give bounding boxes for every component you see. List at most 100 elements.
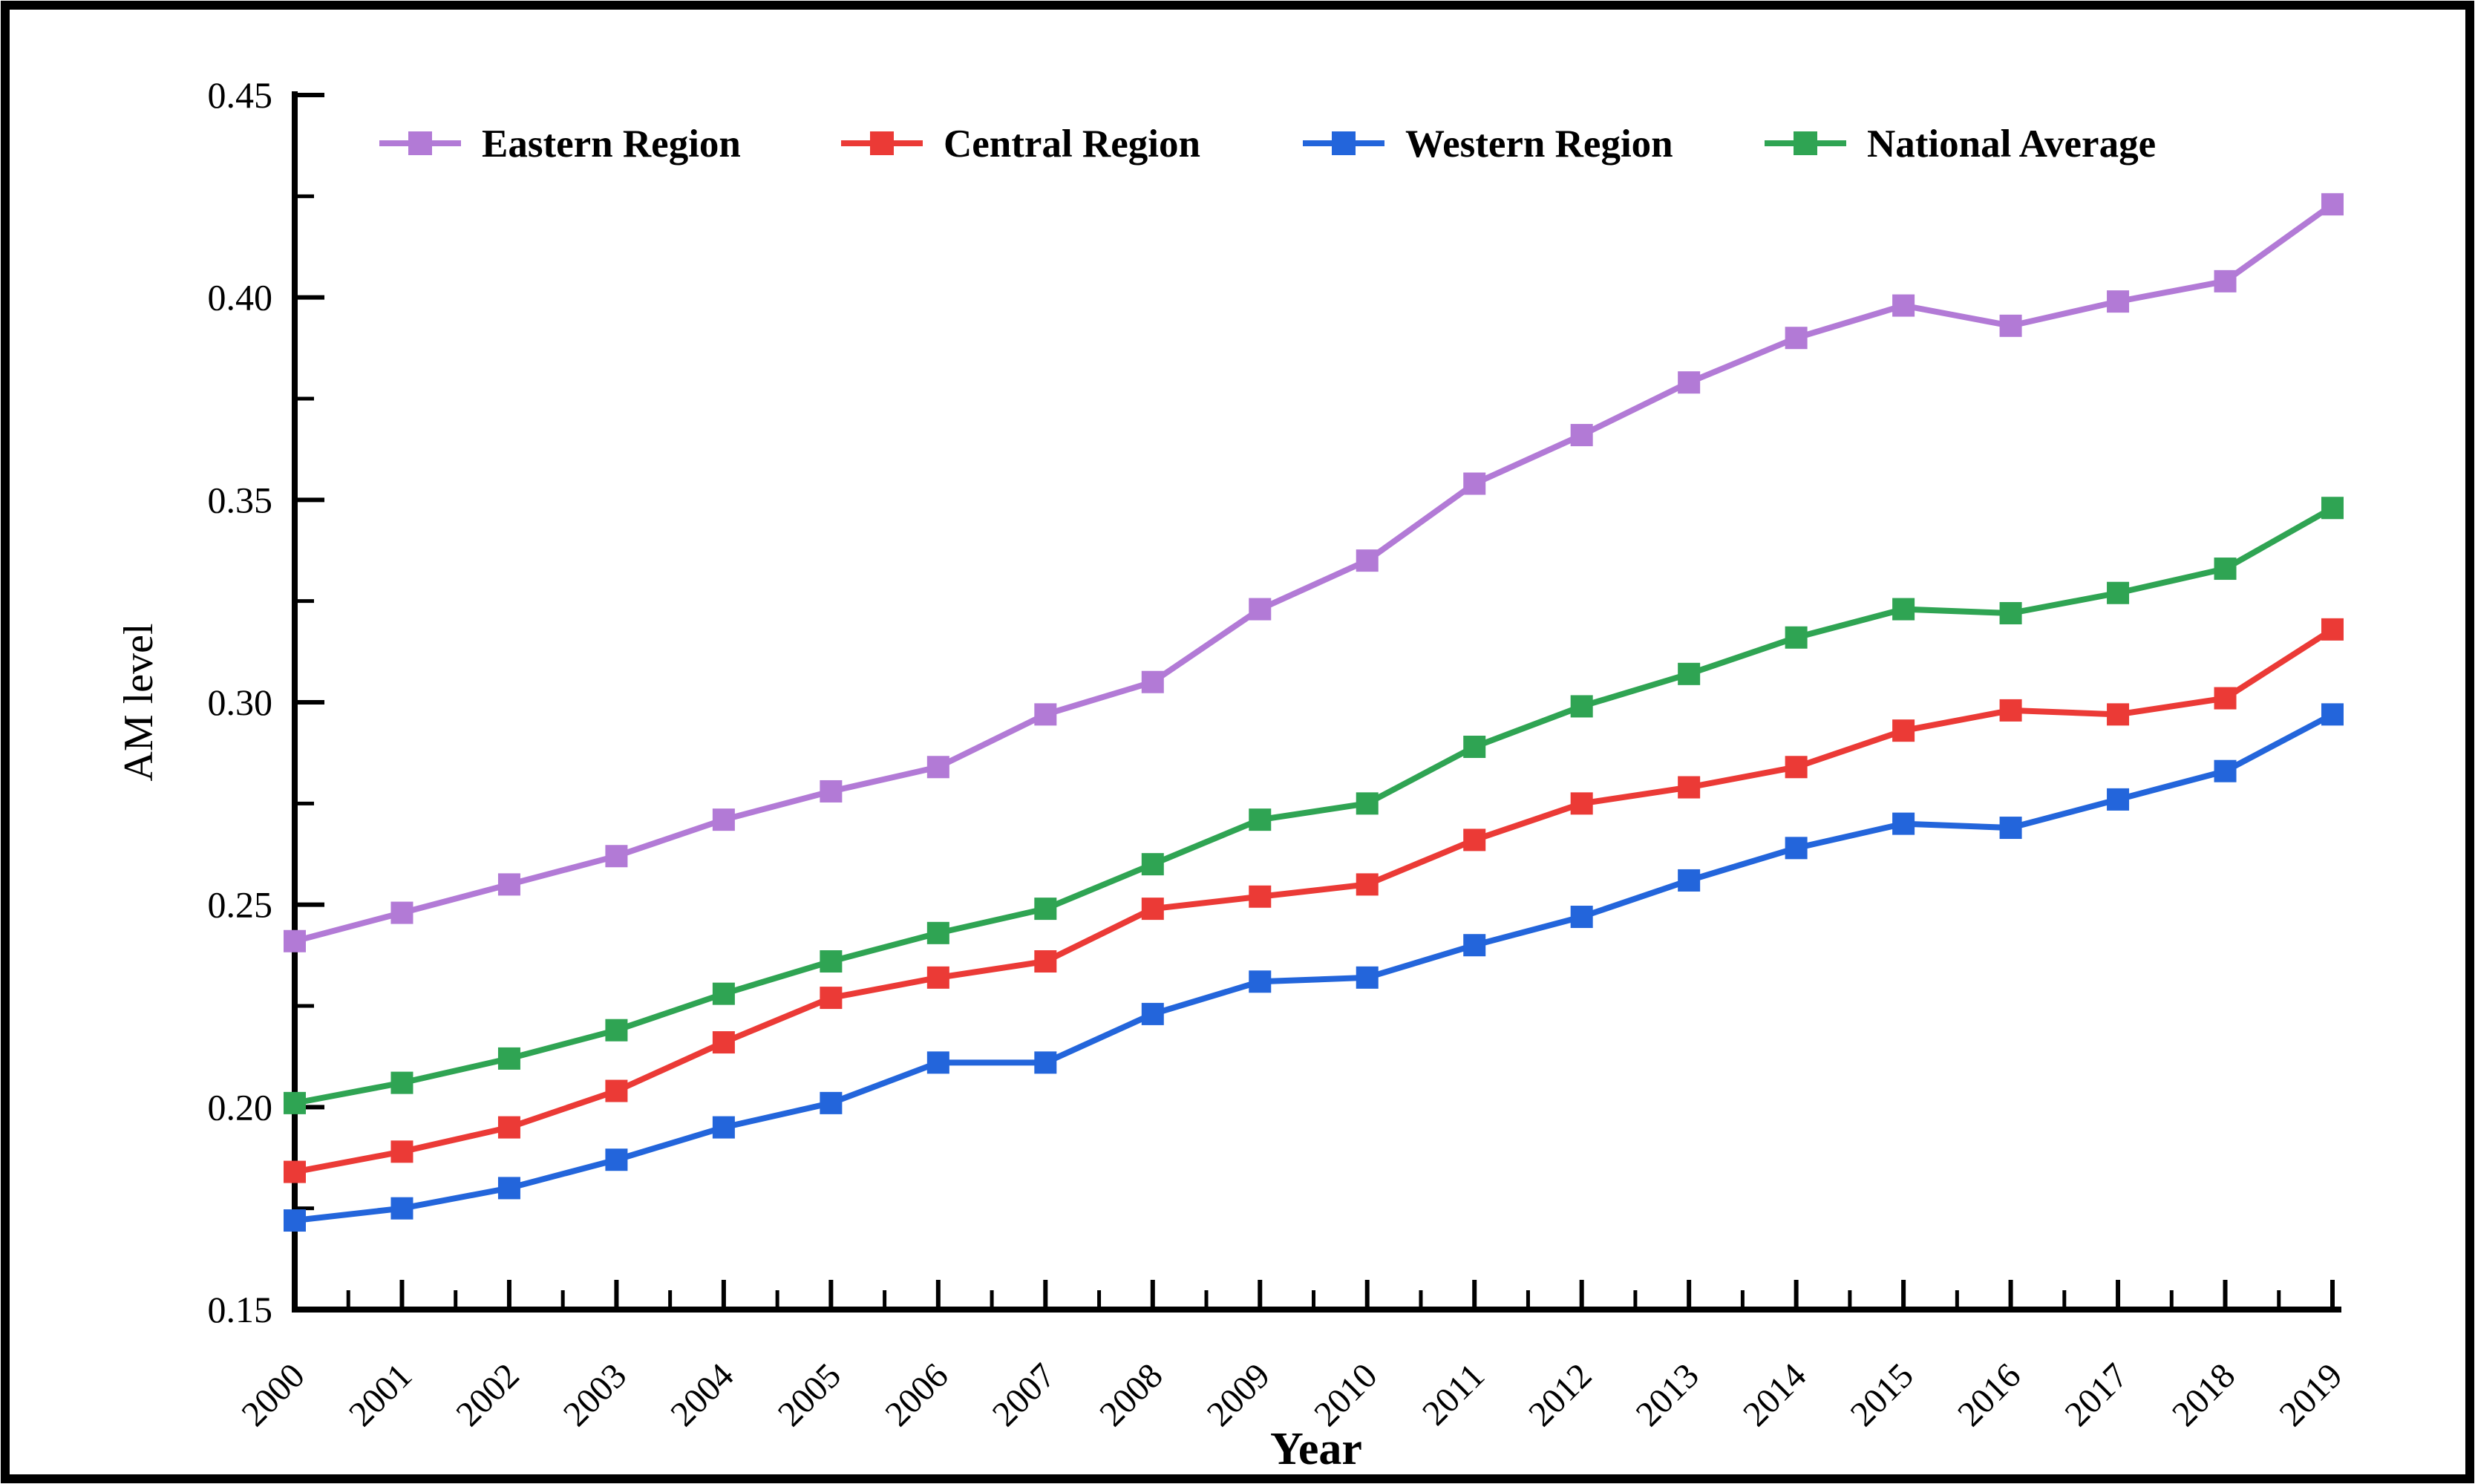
data-point-marker — [926, 756, 949, 779]
legend-label: National Average — [1867, 122, 2156, 166]
data-point-marker — [820, 1091, 843, 1114]
series-line-central-region — [294, 627, 2335, 1175]
data-point-marker — [1034, 898, 1057, 921]
data-point-marker — [284, 1160, 306, 1183]
data-point-marker — [1785, 626, 1808, 649]
legend-item: Western Region — [1303, 122, 1673, 166]
series-line-national-average — [294, 505, 2334, 1106]
data-point-marker — [2214, 269, 2237, 292]
legend-square-marker-icon — [1332, 131, 1356, 155]
data-point-marker — [1034, 950, 1057, 973]
legend-label: Western Region — [1405, 122, 1673, 166]
data-point-marker — [712, 1031, 735, 1054]
legend-square-marker-icon — [1794, 131, 1817, 155]
data-point-marker — [820, 987, 843, 1010]
data-point-marker — [2107, 703, 2130, 726]
data-point-marker — [1570, 792, 1593, 815]
data-point-marker — [497, 1047, 520, 1070]
data-point-marker — [1785, 756, 1808, 779]
data-point-marker — [1785, 327, 1808, 350]
series-line-western-region — [294, 711, 2334, 1224]
series-eastern-region — [284, 193, 2344, 952]
data-point-marker — [284, 1209, 306, 1232]
legend-label: Central Region — [944, 122, 1200, 166]
data-point-marker — [605, 1148, 628, 1171]
data-point-marker — [712, 1116, 735, 1139]
data-point-marker — [926, 966, 949, 989]
data-point-marker — [1249, 885, 1272, 908]
legend-square-marker-icon — [408, 131, 432, 155]
y-tick-label: 0.35 — [208, 479, 273, 520]
series-central-region — [284, 618, 2344, 1183]
y-axis-title: AM level — [116, 623, 162, 781]
data-point-marker — [1892, 598, 1915, 621]
data-point-marker — [2107, 788, 2130, 811]
data-point-marker — [2214, 558, 2237, 581]
legend-item: National Average — [1765, 122, 2156, 166]
data-point-marker — [1892, 812, 1915, 835]
y-tick-label: 0.45 — [208, 74, 273, 116]
data-point-marker — [820, 779, 843, 803]
data-point-marker — [1892, 294, 1915, 317]
y-tick-label: 0.25 — [208, 884, 273, 926]
data-point-marker — [1356, 792, 1379, 815]
legend-square-marker-icon — [870, 131, 894, 155]
data-point-marker — [390, 1071, 413, 1094]
data-point-marker — [712, 808, 735, 831]
data-point-marker — [712, 982, 735, 1005]
data-point-marker — [1141, 670, 1164, 693]
y-tick-label: 0.20 — [208, 1086, 273, 1128]
data-point-marker — [1463, 472, 1486, 495]
data-point-marker — [390, 1140, 413, 1163]
x-axis-title: Year — [1270, 1424, 1362, 1474]
data-point-marker — [1141, 898, 1164, 921]
y-tick-label: 0.40 — [208, 277, 273, 318]
data-point-marker — [1034, 703, 1057, 726]
data-point-marker — [820, 950, 843, 973]
data-point-marker — [284, 1091, 306, 1114]
data-point-marker — [1249, 970, 1272, 993]
legend-item: Eastern Region — [379, 122, 741, 166]
data-point-marker — [1356, 966, 1379, 989]
data-point-marker — [1678, 662, 1701, 685]
data-point-marker — [1463, 828, 1486, 851]
data-point-marker — [1678, 776, 1701, 799]
data-point-marker — [1141, 1002, 1164, 1025]
data-point-marker — [605, 1019, 628, 1042]
data-point-marker — [1463, 934, 1486, 957]
data-point-marker — [390, 901, 413, 924]
series-line-eastern-region — [293, 201, 2335, 944]
data-point-marker — [1463, 735, 1486, 758]
data-point-marker — [2214, 687, 2237, 710]
data-point-marker — [926, 1051, 949, 1074]
data-point-marker — [497, 873, 520, 896]
y-tick-label: 0.30 — [208, 681, 273, 723]
data-point-marker — [1249, 598, 1272, 621]
data-point-marker — [1570, 424, 1593, 447]
data-point-marker — [2107, 290, 2130, 313]
data-point-marker — [390, 1197, 413, 1220]
data-point-marker — [1999, 699, 2022, 722]
series-western-region — [284, 703, 2344, 1232]
data-point-marker — [926, 921, 949, 944]
legend-label: Eastern Region — [482, 122, 741, 166]
data-point-marker — [1678, 869, 1701, 892]
y-tick-label: 0.15 — [208, 1289, 273, 1330]
data-point-marker — [497, 1177, 520, 1200]
data-point-marker — [1141, 853, 1164, 876]
data-point-marker — [1892, 719, 1915, 742]
data-point-marker — [2321, 193, 2344, 216]
data-point-marker — [284, 929, 306, 952]
data-point-marker — [1570, 906, 1593, 929]
data-point-marker — [1356, 549, 1379, 572]
data-point-marker — [1249, 808, 1272, 831]
series-national-average — [284, 497, 2344, 1114]
data-point-marker — [1999, 817, 2022, 840]
data-point-marker — [2107, 581, 2130, 604]
data-point-marker — [497, 1116, 520, 1139]
data-point-marker — [1785, 837, 1808, 860]
